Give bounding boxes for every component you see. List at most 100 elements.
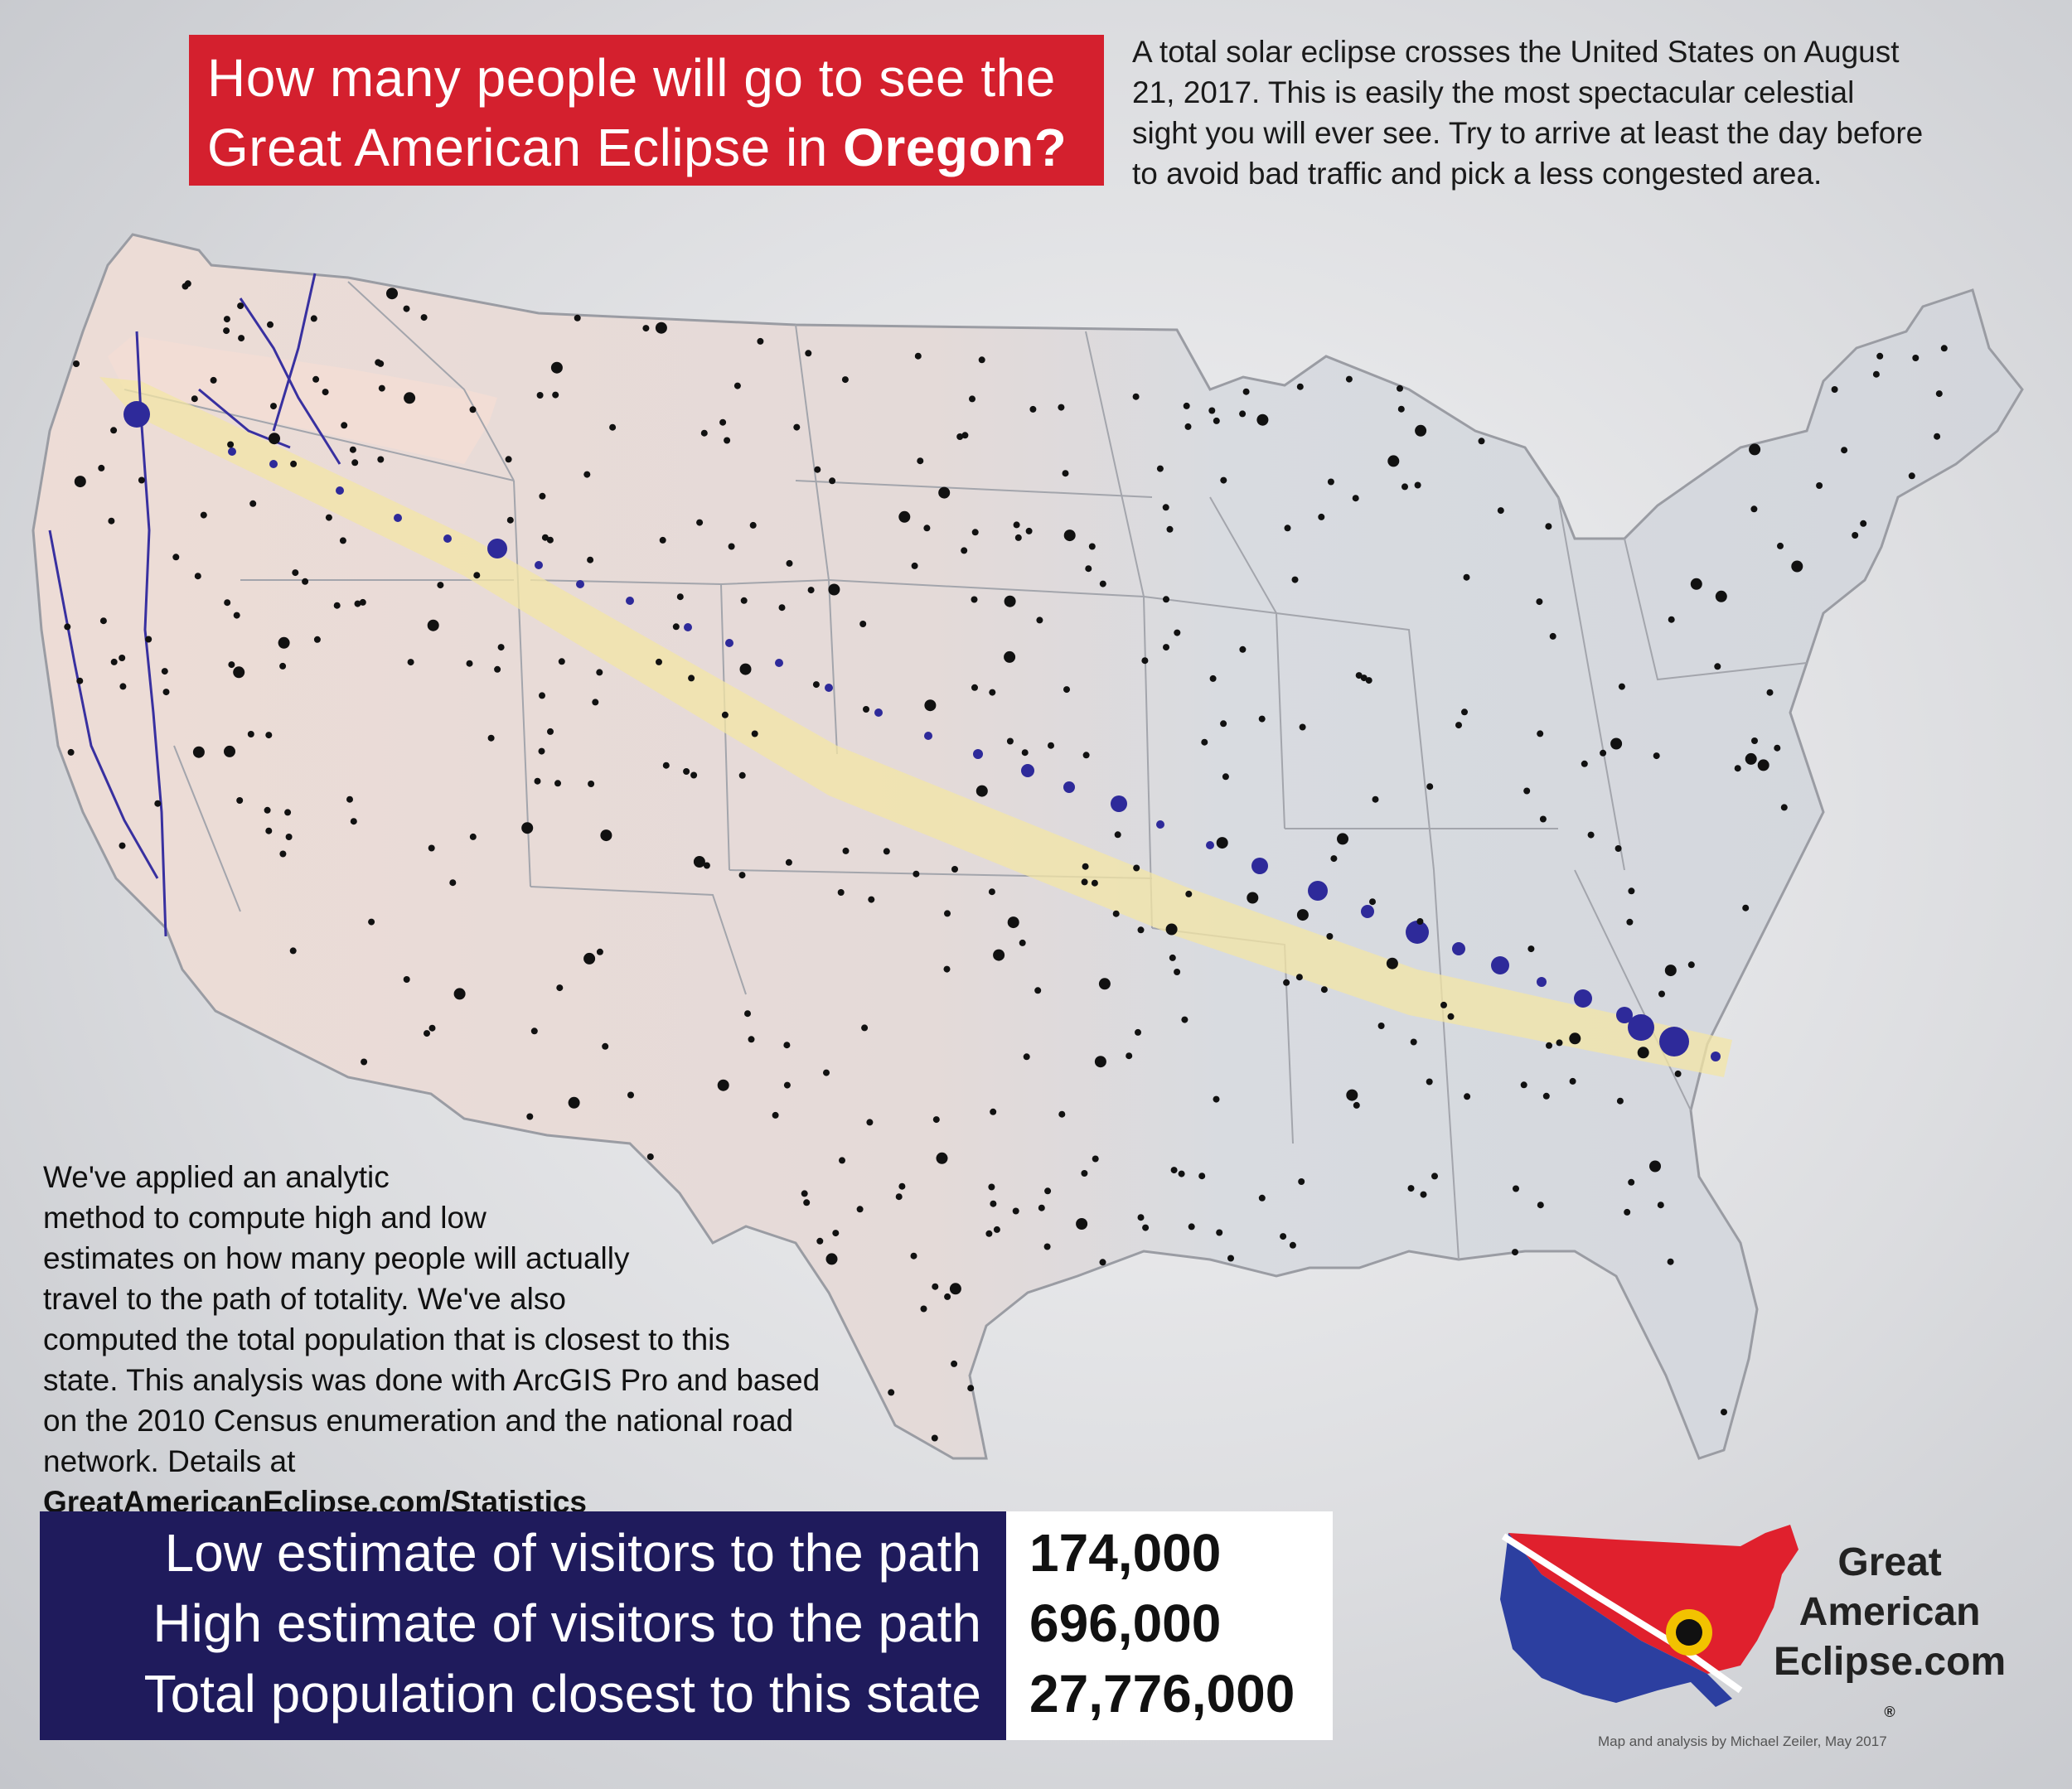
city-dot [228, 661, 235, 669]
city-dot [602, 1042, 609, 1050]
logo-us-blue [1500, 1533, 1732, 1707]
route-dot [626, 597, 634, 605]
city-dot [1687, 961, 1695, 969]
city-dot [1044, 1187, 1052, 1195]
city-dot [1397, 384, 1403, 392]
city-dot [696, 519, 704, 526]
city-dot [119, 842, 126, 849]
city-dot [1715, 590, 1727, 602]
city-dot [1658, 990, 1665, 998]
city-dot [546, 536, 554, 544]
city-dot [672, 623, 680, 631]
stat-value-high: 696,000 [1029, 1593, 1222, 1653]
city-dot [1284, 525, 1291, 532]
city-dot [583, 471, 591, 478]
city-dot [349, 446, 356, 453]
city-dot [693, 856, 705, 868]
method-line: We've applied an analytic [43, 1160, 390, 1194]
city-dot [1610, 737, 1623, 750]
city-dot [859, 621, 867, 627]
city-dot [1569, 1032, 1581, 1045]
city-dot [1133, 864, 1140, 872]
city-dot [322, 389, 329, 396]
city-dot [1520, 1081, 1527, 1089]
city-dot [154, 800, 162, 807]
city-dot [936, 1152, 948, 1164]
city-dot [312, 375, 320, 383]
city-dot [1690, 578, 1702, 590]
route-dot [1308, 881, 1328, 901]
us-map [31, 233, 2024, 1460]
city-dot [793, 423, 801, 431]
city-dot [1626, 918, 1634, 926]
oregon-highlight [108, 336, 497, 464]
city-dot [1624, 1208, 1631, 1216]
city-dot [1908, 472, 1915, 480]
city-dot [494, 665, 501, 673]
city-dot [866, 1119, 874, 1126]
city-dot [721, 711, 729, 718]
city-dot [1239, 645, 1247, 653]
method-last-prefix: network. Details at [43, 1444, 296, 1478]
city-dot [162, 689, 170, 696]
city-dot [67, 748, 75, 756]
city-dot [757, 337, 764, 345]
route-dot [973, 749, 983, 759]
city-dot [943, 965, 951, 973]
totality-path-route-dots [123, 401, 1721, 1061]
route-dot [825, 684, 833, 692]
city-dot [1201, 738, 1208, 746]
route-dot [394, 514, 402, 522]
city-dot [223, 327, 230, 335]
city-dot [1043, 1243, 1051, 1250]
intro-line: to avoid bad traffic and pick a less con… [1132, 157, 1823, 191]
city-dot [868, 896, 875, 903]
city-dot [1114, 831, 1121, 839]
city-dot [110, 658, 118, 665]
city-dot [325, 514, 332, 521]
city-dot [119, 655, 126, 661]
city-dot [505, 456, 512, 463]
city-dot [346, 795, 353, 803]
city-dot [978, 356, 985, 364]
city-dot [424, 1030, 430, 1037]
city-dot [108, 517, 115, 525]
city-dot [145, 636, 152, 643]
city-dot [351, 459, 359, 467]
city-dot [828, 583, 840, 596]
city-dot [1019, 939, 1026, 946]
route-dot [1156, 820, 1164, 829]
city-dot [1860, 520, 1867, 527]
city-dot [1615, 845, 1622, 852]
city-dot [247, 731, 254, 737]
city-dot [1208, 407, 1216, 414]
method-line: method to compute high and low [43, 1201, 487, 1235]
city-dot [1628, 887, 1635, 895]
stat-label-low: Low estimate of visitors to the path [164, 1523, 981, 1583]
title-banner: How many people will go to see the Great… [189, 35, 1104, 186]
city-dot [1618, 683, 1625, 690]
method-line: state. This analysis was done with ArcGI… [43, 1363, 821, 1397]
city-dot [1004, 595, 1016, 607]
route-dot [336, 486, 344, 495]
city-dot [1280, 1233, 1287, 1240]
city-dot [1546, 1042, 1552, 1049]
city-dot [1063, 529, 1076, 542]
city-dot [751, 730, 758, 737]
route-dot [535, 561, 543, 569]
intro-line: sight you will ever see. Try to arrive a… [1132, 116, 1924, 150]
logo-line-2: American [1798, 1590, 1981, 1634]
city-dot [407, 659, 414, 666]
city-dot [191, 395, 198, 403]
city-dot [913, 870, 920, 878]
city-dot [73, 360, 80, 367]
stat-value-low: 174,000 [1029, 1523, 1222, 1583]
city-dot [292, 569, 299, 577]
city-dot [1549, 632, 1556, 640]
city-dot [1082, 863, 1089, 870]
city-dot [1912, 355, 1920, 361]
city-dot [1397, 405, 1405, 413]
city-dot [825, 1253, 838, 1265]
city-dot [1749, 443, 1761, 456]
city-dot [1637, 1047, 1649, 1059]
